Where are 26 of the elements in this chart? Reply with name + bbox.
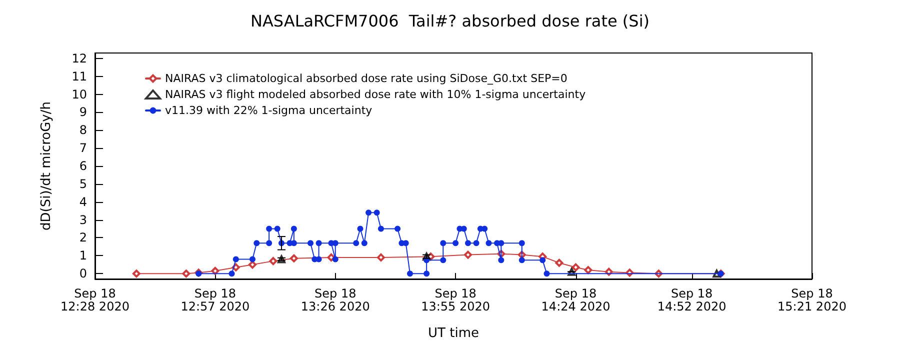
y-tick-label: 6 bbox=[79, 159, 87, 173]
y-tick-label: 12 bbox=[72, 51, 87, 66]
x-tick-label: Sep 18 13:26 2020 bbox=[300, 286, 370, 314]
y-tick-label: 3 bbox=[79, 212, 87, 227]
legend-label: NAIRAS v3 flight modeled absorbed dose rate with 10% 1-sigma uncertainty bbox=[165, 88, 586, 101]
y-tick-label: 7 bbox=[79, 141, 87, 156]
x-tick-label: Sep 18 15:21 2020 bbox=[778, 286, 846, 314]
y-tick-label: 4 bbox=[79, 194, 87, 209]
x-tick-label: Sep 18 12:57 2020 bbox=[180, 286, 250, 314]
y-tick-label: 11 bbox=[72, 69, 87, 84]
y-tick-label: 2 bbox=[79, 230, 87, 245]
chart-title: NASALaRCFM7006 Tail#? absorbed dose rate (Si) bbox=[250, 12, 650, 30]
y-tick-label: 10 bbox=[72, 87, 87, 102]
y-axis-title: dD(Si)/dt microGy/h bbox=[39, 102, 54, 230]
x-axis-title: UT time bbox=[428, 326, 479, 341]
y-tick-label: 8 bbox=[79, 123, 87, 138]
y-tick-label: 5 bbox=[79, 176, 87, 191]
x-tick-label: Sep 18 12:28 2020 bbox=[60, 286, 130, 314]
x-tick-label: Sep 18 14:52 2020 bbox=[657, 286, 726, 314]
y-tick-label: 9 bbox=[79, 105, 87, 120]
x-tick-label: Sep 18 14:24 2020 bbox=[541, 286, 610, 314]
y-tick-label: 1 bbox=[79, 248, 87, 263]
x-tick-label: Sep 18 13:55 2020 bbox=[421, 286, 490, 314]
legend-label: NAIRAS v3 climatological absorbed dose rate using SiDose_G0.txt SEP=0 bbox=[165, 72, 568, 85]
legend-label: v11.39 with 22% 1-sigma uncertainty bbox=[165, 104, 373, 117]
y-tick-label: 0 bbox=[79, 266, 87, 281]
